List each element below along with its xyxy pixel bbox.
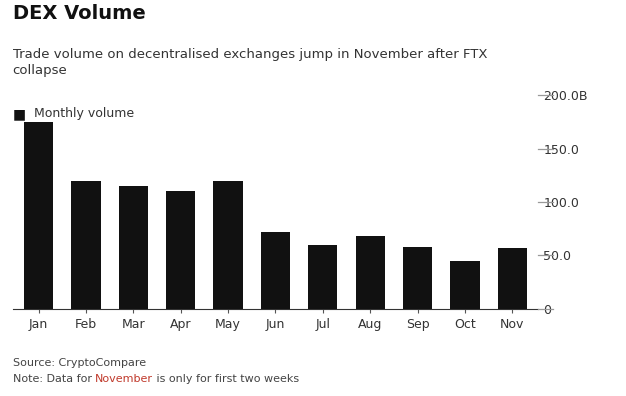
Text: Monthly volume: Monthly volume — [34, 107, 135, 120]
Text: Trade volume on decentralised exchanges jump in November after FTX
collapse: Trade volume on decentralised exchanges … — [13, 48, 487, 77]
Bar — [119, 186, 148, 309]
Bar — [71, 181, 101, 309]
Text: DEX Volume: DEX Volume — [13, 4, 145, 23]
Bar — [261, 232, 290, 309]
Bar — [24, 122, 53, 309]
Text: November: November — [95, 374, 153, 384]
Bar — [308, 245, 337, 309]
Bar — [403, 247, 432, 309]
Bar — [356, 236, 385, 309]
Bar — [498, 248, 527, 309]
Text: Source: CryptoCompare: Source: CryptoCompare — [13, 358, 146, 368]
Bar — [166, 191, 195, 309]
Text: Note: Data for: Note: Data for — [13, 374, 95, 384]
Bar — [450, 261, 480, 309]
Bar — [213, 181, 243, 309]
Text: ■: ■ — [13, 107, 26, 121]
Text: is only for first two weeks: is only for first two weeks — [153, 374, 299, 384]
